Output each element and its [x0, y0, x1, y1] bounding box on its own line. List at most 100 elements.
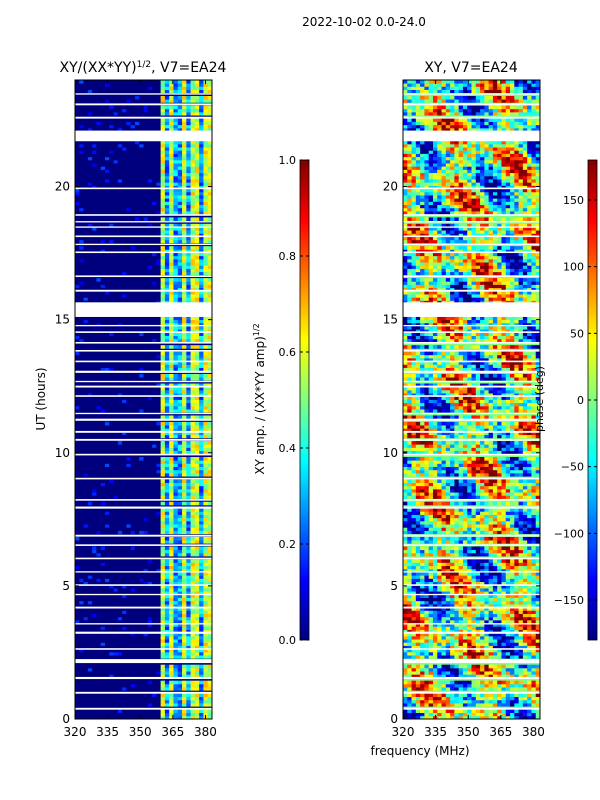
heatmap-cell [203, 396, 209, 400]
heatmap-cell [92, 278, 97, 282]
heatmap-cell [203, 648, 209, 653]
heatmap-cell [100, 447, 106, 452]
heatmap-cell [147, 460, 153, 464]
heatmap-cell [139, 338, 144, 343]
heatmap-cell [164, 163, 170, 167]
heatmap-cell [96, 712, 102, 717]
heatmap-cell [126, 444, 132, 448]
heatmap-cell [186, 338, 191, 343]
heatmap-cell [117, 434, 123, 439]
heatmap-cell [173, 444, 179, 448]
heatmap-cell [79, 204, 84, 209]
heatmap-cell [130, 159, 136, 164]
heatmap-cell [190, 479, 196, 483]
heatmap-cell [130, 377, 136, 381]
heatmap-cell [75, 415, 80, 420]
heatmap-cell [117, 642, 123, 646]
heatmap-cell [203, 581, 209, 586]
heatmap-cell [117, 626, 123, 630]
heatmap-cell [143, 329, 149, 333]
heatmap-cell [92, 591, 97, 595]
heatmap-cell [96, 607, 102, 611]
heatmap-cell [173, 591, 179, 595]
heatmap-cell [203, 182, 209, 186]
heatmap-cell [75, 687, 80, 691]
heatmap-cell [143, 281, 149, 285]
heatmap-cell [117, 258, 123, 263]
heatmap-cell [113, 578, 119, 583]
heatmap-cell [182, 399, 187, 404]
heatmap-cell [139, 610, 144, 614]
heatmap-cell [160, 648, 166, 653]
heatmap-cell [199, 610, 204, 614]
heatmap-cell [104, 600, 110, 605]
heatmap-cell [130, 201, 136, 205]
heatmap-cell [182, 635, 187, 640]
heatmap-cell [134, 616, 140, 621]
heatmap-cell [134, 169, 140, 174]
heatmap-cell [194, 255, 200, 260]
heatmap-cell [100, 425, 106, 429]
heatmap-cell [92, 316, 97, 321]
heatmap-cell [190, 664, 196, 669]
heatmap-cell [177, 581, 183, 586]
heatmap-cell [207, 645, 212, 650]
heatmap-cell [203, 683, 209, 688]
heatmap-cell [152, 402, 157, 407]
heatmap-cell [177, 281, 183, 285]
heatmap-cell [104, 635, 110, 640]
heatmap-cell [122, 345, 127, 349]
heatmap-cell [104, 457, 110, 461]
heatmap-cell [139, 217, 144, 221]
heatmap-cell [147, 207, 153, 212]
heatmap-cell [147, 300, 153, 305]
heatmap-cell [79, 549, 84, 554]
heatmap-cell [79, 460, 84, 464]
heatmap-cell [199, 281, 204, 285]
heatmap-cell [104, 147, 110, 151]
heatmap-cell [186, 364, 191, 368]
heatmap-cell [92, 616, 97, 621]
heatmap-cell [182, 591, 187, 595]
heatmap-cell [117, 575, 123, 579]
heatmap-cell [104, 648, 110, 653]
heatmap-cell [199, 166, 204, 170]
heatmap-cell [83, 268, 89, 273]
heatmap-cell [160, 300, 166, 305]
heatmap-cell [152, 479, 157, 483]
heatmap-cell [147, 444, 153, 448]
heatmap-cell [156, 297, 162, 301]
heatmap-cell [113, 226, 119, 231]
heatmap-row [75, 479, 212, 483]
heatmap-row [75, 246, 212, 250]
heatmap-cell [207, 357, 212, 362]
heatmap-cell [190, 163, 196, 167]
heatmap-row [75, 335, 212, 340]
heatmap-cell [143, 607, 149, 611]
heatmap-cell [182, 610, 187, 614]
heatmap-cell [96, 268, 102, 273]
heatmap-cell [104, 623, 110, 627]
heatmap-cell [117, 364, 123, 368]
heatmap-cell [122, 153, 127, 158]
heatmap-cell [156, 642, 162, 646]
heatmap-cell [83, 712, 89, 717]
heatmap-cell [75, 405, 80, 410]
heatmap-cell [87, 485, 93, 490]
heatmap-cell [156, 316, 162, 321]
heatmap-cell [199, 268, 204, 273]
heatmap-cell [87, 581, 93, 586]
heatmap-cell [87, 562, 93, 567]
heatmap-cell [199, 399, 204, 404]
heatmap-cell [83, 204, 89, 209]
heatmap-cell [100, 211, 106, 215]
heatmap-cell [117, 517, 123, 522]
heatmap-cell [177, 175, 183, 180]
heatmap-cell [177, 399, 183, 404]
heatmap-cell [100, 559, 106, 563]
heatmap-cell [156, 508, 162, 512]
heatmap-cell [190, 524, 196, 528]
heatmap-cell [190, 281, 196, 285]
heatmap-cell [186, 252, 191, 257]
heatmap-cell [79, 715, 84, 719]
